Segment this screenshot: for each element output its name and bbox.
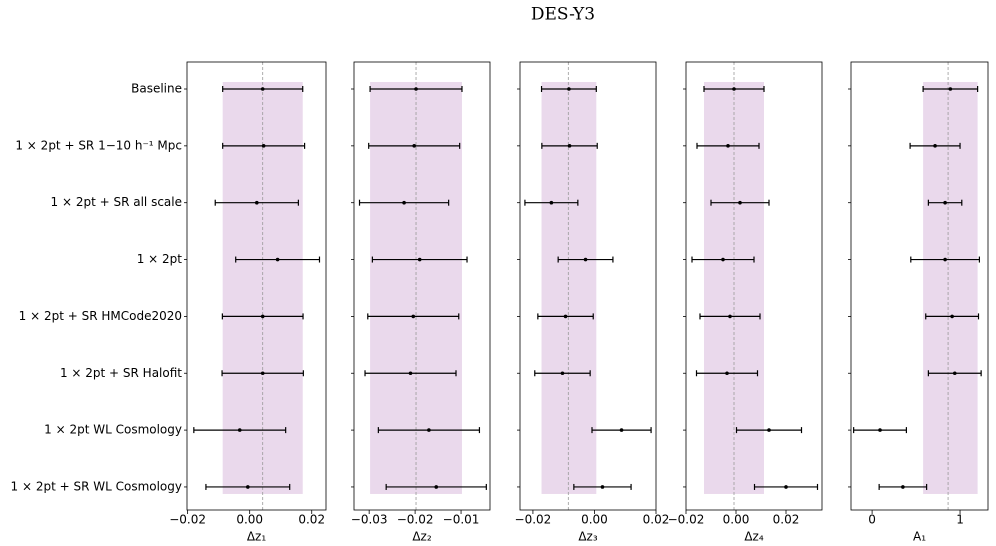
point [411, 314, 416, 319]
x-tick-label: 0.00 [581, 513, 608, 527]
x-tick-label: −0.02 [397, 513, 434, 527]
x-tick-label: 0.00 [723, 513, 750, 527]
point [767, 428, 771, 432]
point [567, 144, 572, 148]
category-label: 1 × 2pt + SR WL Cosmology [11, 479, 183, 493]
x-tick-label: 1 [956, 513, 964, 527]
x-axis-label: A₁ [913, 530, 926, 544]
axes-frame [186, 61, 327, 511]
point [728, 314, 732, 319]
point [567, 87, 571, 91]
x-tick-label: −0.03 [351, 513, 388, 527]
point [434, 485, 439, 489]
axes-frame [850, 61, 989, 511]
category-label: 1 × 2pt + SR all scale [51, 195, 182, 209]
point [261, 144, 266, 148]
x-axis-label: Δz₃ [578, 530, 598, 544]
x-tick-label: −0.02 [515, 513, 552, 527]
point [427, 428, 431, 432]
x-axis-label: Δz₁ [247, 530, 267, 544]
point [738, 200, 742, 205]
axes-frame [685, 61, 823, 511]
point [933, 144, 937, 148]
point [408, 371, 413, 376]
point [943, 200, 947, 205]
x-tick-label: 0.02 [773, 513, 800, 527]
point [563, 314, 568, 319]
category-label: 1 × 2pt [137, 252, 183, 266]
category-label: Baseline [131, 82, 182, 96]
category-label: 1 × 2pt WL Cosmology [44, 423, 182, 437]
x-tick-label: 0.02 [298, 513, 325, 527]
x-tick-label: 0.02 [643, 513, 670, 527]
reference-band [541, 82, 597, 494]
point [275, 257, 280, 262]
point [246, 485, 250, 489]
point [417, 257, 422, 262]
point [726, 144, 730, 148]
point [725, 371, 729, 376]
category-label: 1 × 2pt + SR HMCode2020 [19, 309, 182, 323]
point [560, 371, 565, 376]
axes-frame [519, 61, 657, 511]
x-axis-label: Δz₂ [412, 530, 432, 544]
point [412, 144, 416, 148]
axes-frame [353, 61, 491, 511]
point [255, 200, 259, 205]
figure-title: DES-Y3 [531, 5, 595, 25]
x-tick-label: −0.02 [169, 513, 206, 527]
point [901, 485, 905, 489]
point [600, 485, 605, 489]
x-axis-label: Δz₄ [744, 530, 764, 544]
reference-band [923, 82, 978, 494]
point [784, 485, 788, 489]
point [619, 428, 624, 432]
point [414, 87, 418, 91]
point [402, 200, 406, 205]
point [952, 371, 957, 376]
point [237, 428, 242, 432]
point [260, 87, 265, 91]
point [260, 314, 265, 319]
point [950, 314, 954, 319]
point [943, 257, 947, 262]
x-tick-label: −0.01 [443, 513, 480, 527]
category-label: 1 × 2pt + SR 1−10 h⁻¹ Mpc [15, 138, 182, 152]
point [260, 371, 265, 376]
x-tick-label: 0.00 [236, 513, 263, 527]
point [583, 257, 588, 262]
point [549, 200, 554, 205]
x-tick-label: 0 [868, 513, 876, 527]
category-label: 1 × 2pt + SR Halofit [60, 366, 182, 380]
point [948, 87, 953, 91]
point [732, 87, 736, 91]
point [721, 257, 725, 262]
point [878, 428, 882, 432]
x-tick-label: −0.02 [668, 513, 705, 527]
